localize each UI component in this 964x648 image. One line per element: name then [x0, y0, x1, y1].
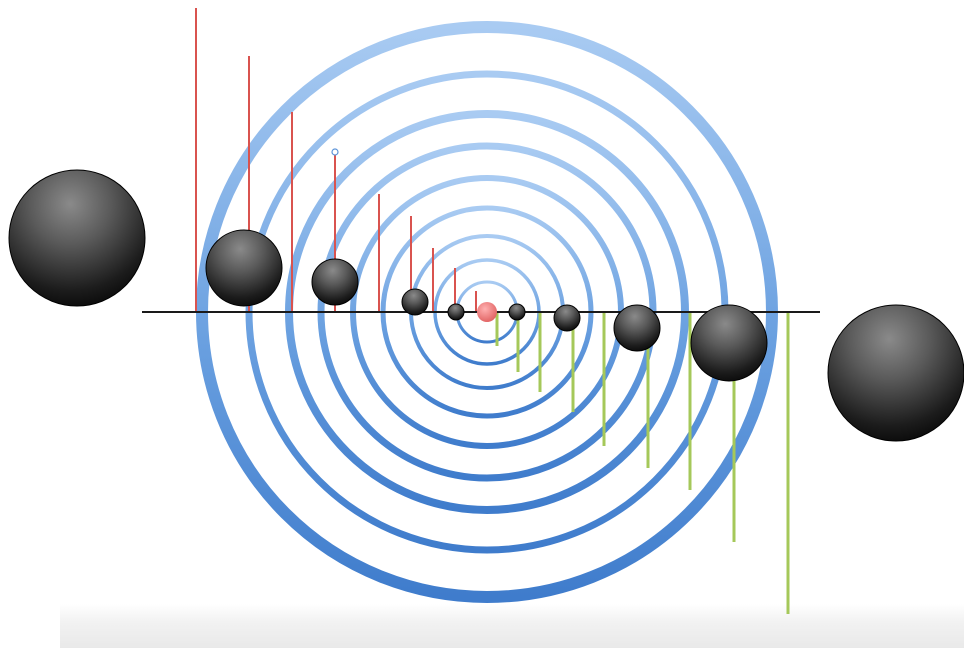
floor-shadow [60, 604, 964, 648]
spheres-group [8, 169, 964, 442]
small-circle-icon [331, 148, 339, 156]
sphere-icon [827, 304, 964, 442]
sphere-icon [447, 303, 465, 321]
sphere-icon [690, 304, 768, 382]
sphere-icon [8, 169, 146, 307]
sphere-icon [553, 304, 581, 332]
center-dot-icon [477, 302, 497, 322]
sphere-icon [311, 258, 359, 306]
sphere-icon [205, 229, 283, 307]
sphere-icon [613, 304, 661, 352]
sphere-icon [508, 303, 526, 321]
sphere-icon [401, 288, 429, 316]
